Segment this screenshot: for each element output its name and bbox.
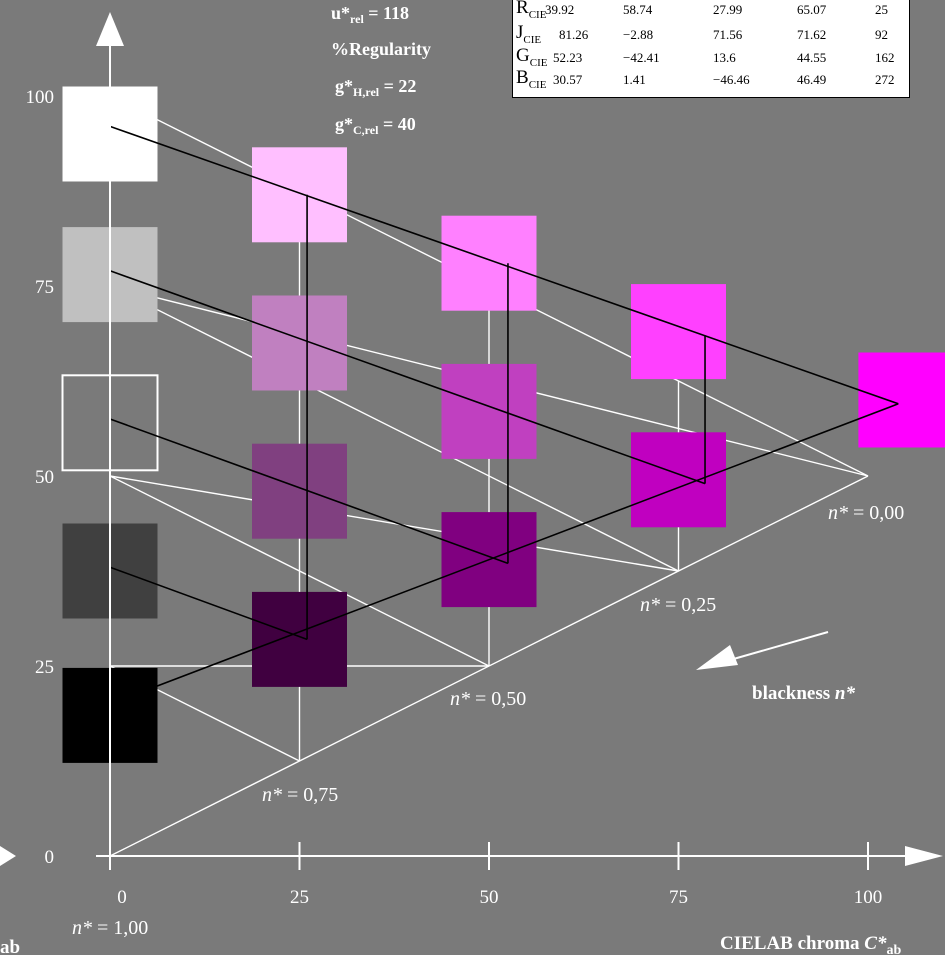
color-patch [441,363,537,459]
table-row: RCIE 39.92 58.74 27.99 65.07 25 [513,0,909,21]
blackness-level-label: n* = 0,25 [640,594,716,616]
color-patch [858,352,945,448]
color-patch [441,215,537,311]
black-grid-line [109,566,308,641]
y-tick-label: 25 [35,657,54,678]
color-patch [252,591,347,687]
row-label: JCIE [516,22,542,46]
cell-h: 25 [875,2,888,17]
table-row: BCIE 30.57 1.41 −46.46 46.49 272 [513,67,909,91]
cell-l: 52.23 [553,50,583,65]
x-tick-label: 0 [117,887,127,908]
row-label: GCIE [516,45,548,69]
y-tick-label: 100 [26,87,55,108]
cell-a: −42.41 [623,50,660,65]
black-grid-line [109,125,899,405]
color-patch [631,432,726,528]
cell-b: 71.56 [713,27,743,42]
cell-h: 162 [875,50,895,65]
left-edge-arrowhead [0,846,16,866]
y-axis-arrowhead [96,12,124,46]
blackness-level-label: n* = 0,75 [262,784,338,806]
x-tick-label: 25 [290,887,309,908]
black-triangle-lines [109,125,899,705]
white-grid-line [109,475,679,572]
black-grid-line [109,403,899,705]
color-patch [252,147,347,243]
cell-h: 272 [875,72,895,87]
blackness-labels: n* = 0,00 n* = 0,25 n* = 0,50 n* = 0,75 n* =… [72,502,904,939]
blackness-level-label: n* = 1,00 [72,917,148,939]
cell-c: 46.49 [797,72,827,87]
axes [0,12,943,866]
table-row: GCIE 52.23 −42.41 13.6 44.55 162 [513,45,909,69]
header-gh: g*H,rel = 22 [335,76,416,99]
cell-l: 30.57 [553,72,583,87]
cell-l: 39.92 [545,2,575,17]
blackness-arrowhead [696,645,738,670]
x-axis-title: CIELAB chroma C*ab [720,933,901,955]
row-label: RCIE [516,0,547,21]
white-grid-line [109,285,679,572]
x-tick-label: 75 [669,887,688,908]
cell-h: 92 [875,27,888,42]
color-patch [631,284,726,380]
blackness-label: blackness n* [752,683,855,704]
header-gc: g*C,rel = 40 [335,114,416,137]
y-tick-label: 0 [45,847,55,868]
blackness-level-label: n* = 0,00 [828,502,904,524]
header-regularity: %Regularity [331,39,431,59]
x-tick-label: 100 [854,887,883,908]
white-grid-lines [109,95,869,857]
cell-l: 81.26 [559,27,589,42]
color-patches [61,86,945,763]
blackness-level-label: n* = 0,50 [450,688,526,710]
header-uref: u*rel = 118 [331,3,409,26]
cell-b: −46.46 [713,72,750,87]
y-ticks: 0 25 50 75 100 [26,87,55,868]
cell-a: 1.41 [623,72,646,87]
y-tick-label: 75 [35,277,54,298]
cell-c: 44.55 [797,50,827,65]
black-grid-line [109,418,509,565]
y-axis-title-fragment: ab [0,937,20,955]
y-tick-label: 50 [35,467,54,488]
x-ticks: 0 25 50 75 100 [109,842,883,908]
blackness-arrow-shaft [729,631,829,661]
cell-a: −2.88 [623,27,654,42]
table-row: JCIE 81.26 −2.88 71.56 71.62 92 [513,22,909,46]
cell-a: 58.74 [623,2,653,17]
cell-b: 13.6 [713,50,736,65]
color-patch [252,443,347,539]
x-axis-arrowhead [905,846,943,866]
row-label: BCIE [516,67,547,91]
color-patch [252,295,347,391]
black-grid-line [109,270,706,485]
cell-b: 27.99 [713,2,743,17]
cell-c: 71.62 [797,27,827,42]
x-tick-label: 50 [480,887,499,908]
cielab-data-table: RCIE 39.92 58.74 27.99 65.07 25 JCIE 81.… [512,0,910,98]
cell-c: 65.07 [797,2,827,17]
